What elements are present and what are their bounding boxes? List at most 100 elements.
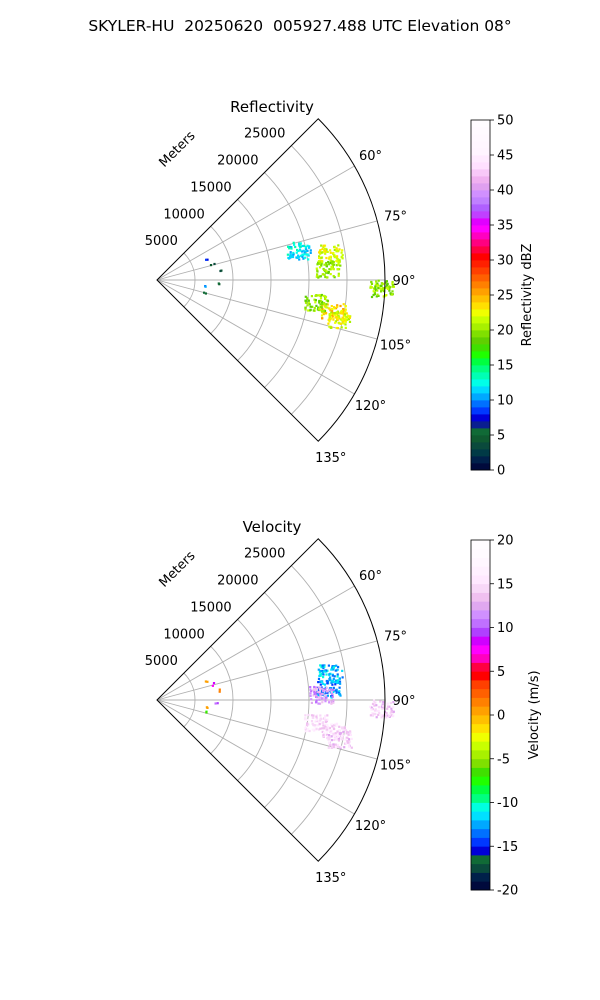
echo-pixel	[336, 248, 339, 251]
echo-pixel	[331, 693, 334, 696]
echo-pixel	[344, 326, 347, 329]
echo-pixel	[318, 671, 321, 674]
echo-pixel	[319, 727, 322, 730]
colorbar-band	[471, 428, 490, 436]
colorbar-band	[471, 372, 490, 380]
echo-pixel	[216, 702, 219, 705]
echo-pixel	[323, 268, 326, 271]
echo-pixel	[218, 688, 221, 691]
echo-pixel	[325, 276, 328, 279]
echo-pixel	[301, 244, 304, 248]
echo-pixel	[292, 253, 295, 256]
colorbar-band	[471, 442, 490, 450]
colorbar-band	[471, 127, 490, 135]
echo-pixel	[331, 723, 334, 726]
echo-pixel	[303, 252, 306, 255]
echo-pixel	[325, 271, 328, 274]
echo-pixel	[317, 681, 320, 684]
echo-pixel	[328, 677, 331, 681]
echo-pixel	[372, 699, 376, 702]
echo-pixel	[338, 725, 341, 728]
echo-pixel	[329, 688, 332, 691]
echo-pixel	[388, 288, 391, 291]
colorbar-band	[471, 548, 490, 558]
echo-pixel	[336, 743, 340, 747]
echo-pixel	[315, 696, 318, 699]
echo-pixel	[376, 289, 379, 292]
echo-pixel	[315, 304, 318, 307]
echo-pixel	[304, 247, 308, 250]
echo-pixel	[301, 255, 304, 258]
echo-pixel	[382, 287, 385, 290]
azimuth-spoke	[156, 279, 355, 395]
echo-pixel	[346, 316, 349, 319]
colorbar-band	[471, 400, 490, 408]
echo-pixel	[349, 730, 352, 733]
echo-pixel	[329, 326, 333, 329]
echo-pixel	[330, 723, 333, 726]
echo-pixel	[348, 740, 351, 743]
echo-pixel	[203, 291, 206, 294]
echo-pixel	[341, 312, 344, 315]
echo-pixel	[326, 694, 329, 697]
echo-pixel	[290, 247, 293, 250]
colorbar-band	[471, 239, 490, 247]
echo-pixel	[219, 269, 222, 273]
echo-pixel	[331, 314, 335, 317]
echo-pixel	[332, 268, 335, 271]
echo-pixel	[348, 316, 351, 319]
echo-pixel	[304, 727, 307, 730]
echo-pixel	[321, 664, 324, 667]
echo-pixel	[309, 305, 312, 308]
echo-pixel	[335, 305, 339, 308]
echo-pixel	[344, 313, 347, 316]
echo-pixel	[347, 318, 350, 321]
echo-pixel	[379, 287, 382, 290]
echo-pixel	[311, 728, 314, 731]
colorbar-band	[471, 767, 490, 777]
colorbar-band	[471, 407, 490, 415]
colorbar-band	[471, 183, 490, 191]
echo-pixel	[347, 745, 351, 748]
echo-pixel	[321, 682, 325, 685]
echo-pixel	[339, 264, 342, 267]
echo-pixel	[383, 290, 386, 293]
colorbar-band	[471, 414, 490, 422]
echo-pixel	[324, 688, 327, 691]
echo-pixel	[306, 722, 309, 725]
echo-pixel	[336, 304, 339, 307]
echo-pixel	[292, 241, 295, 244]
echo-pixel	[312, 694, 315, 697]
echo-pixel	[337, 735, 340, 738]
colorbar-band	[471, 379, 490, 387]
echo-pixel	[344, 323, 347, 326]
colorbar-tick-label: -5	[497, 752, 510, 767]
echo-pixel	[311, 305, 314, 308]
echo-pixel	[331, 700, 334, 703]
echo-pixel	[322, 273, 325, 276]
echo-pixel	[392, 284, 395, 287]
echo-pixel	[318, 299, 321, 303]
colorbar-tick-label: 30	[497, 254, 514, 269]
echo-pixel	[336, 318, 339, 321]
echo-pixel	[319, 262, 322, 265]
echo-pixel	[333, 313, 336, 316]
radial-tick-label: 15000	[190, 600, 231, 615]
echo-pixel	[334, 683, 337, 686]
echo-pixel	[303, 718, 307, 721]
colorbar-band	[471, 421, 490, 429]
echo-pixel	[335, 259, 338, 263]
echo-pixel	[322, 313, 325, 316]
echo-pixel	[373, 291, 376, 294]
echo-pixel	[306, 297, 309, 300]
echo-pixel	[320, 304, 324, 307]
echo-pixel	[318, 698, 321, 701]
echo-pixel	[329, 268, 333, 271]
echo-pixel	[309, 694, 312, 697]
colorbar-band	[471, 776, 490, 786]
echo-pixel	[331, 725, 334, 728]
echo-pixel	[318, 250, 322, 253]
echo-pixel	[315, 715, 318, 718]
echo-pixel	[336, 681, 339, 684]
echo-pixel	[386, 702, 389, 705]
